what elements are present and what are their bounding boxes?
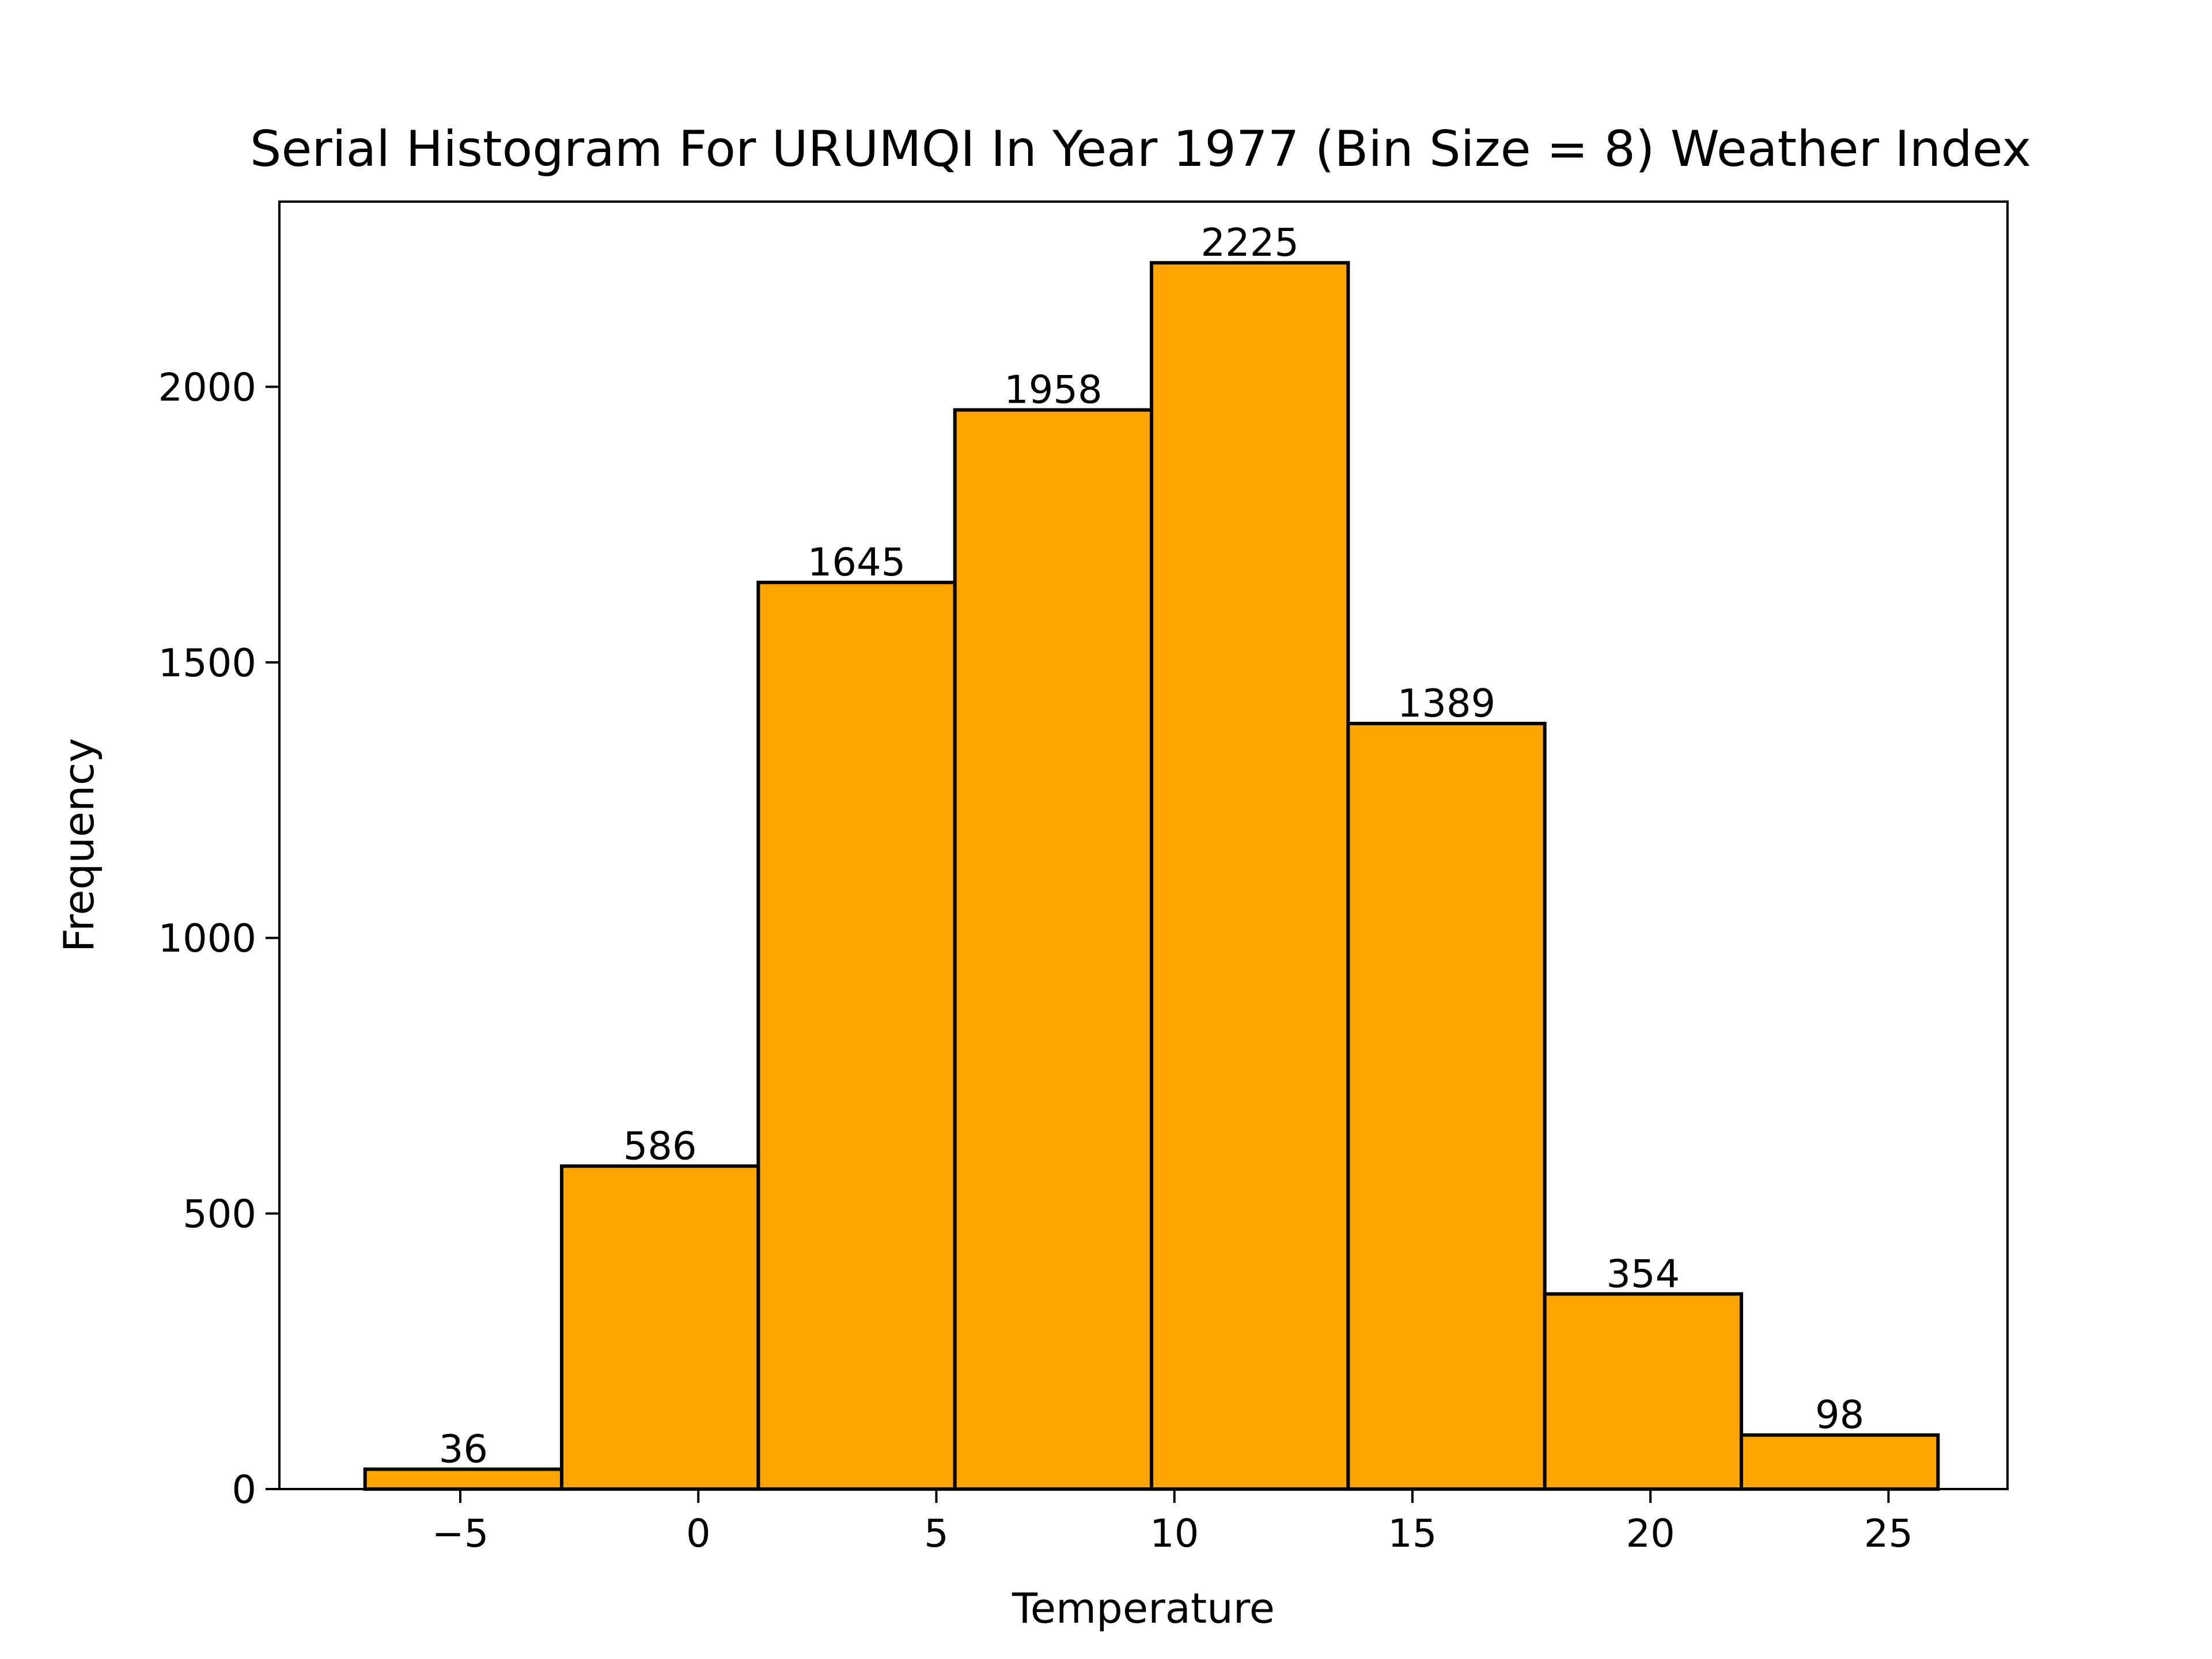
bar-value-label: 36 — [439, 1427, 488, 1472]
bars-group — [363, 261, 1940, 1491]
bar-value-label: 354 — [1606, 1251, 1680, 1296]
bar-value-label: 1389 — [1397, 681, 1496, 726]
chart-title: Serial Histogram For URUMQI In Year 1977… — [250, 120, 2031, 178]
x-axis: −5 0 5 10 15 20 25 — [432, 1489, 1913, 1556]
plot-frame — [278, 200, 2009, 1490]
x-tick-label: 5 — [924, 1511, 949, 1556]
y-tick-label: 2000 — [158, 365, 256, 410]
y-tick-label: 1500 — [158, 641, 256, 685]
histogram-bar — [1150, 261, 1350, 1491]
y-tick-label: 0 — [232, 1467, 256, 1512]
y-axis-label: Frequency — [55, 738, 103, 952]
x-tick-label: 20 — [1626, 1511, 1675, 1556]
y-axis: 0 500 1000 1500 2000 — [158, 365, 279, 1512]
histogram-bar — [1740, 1433, 1940, 1491]
histogram-bar — [953, 408, 1154, 1491]
histogram-bar — [756, 581, 957, 1491]
x-tick-label: 25 — [1864, 1511, 1913, 1556]
histogram-bar — [363, 1467, 564, 1491]
bar-value-label: 1645 — [808, 540, 906, 585]
histogram-bar — [1346, 722, 1547, 1491]
x-tick-label: 15 — [1388, 1511, 1437, 1556]
bar-value-label: 586 — [623, 1123, 697, 1168]
bar-value-label: 1958 — [1004, 368, 1103, 412]
x-axis-label: Temperature — [1012, 1584, 1275, 1633]
x-tick-label: 10 — [1150, 1511, 1199, 1556]
bar-labels-group: 36 586 1645 1958 2225 1389 354 98 — [439, 220, 1865, 1471]
histogram-bar — [560, 1164, 760, 1491]
y-tick-label: 1000 — [158, 916, 256, 961]
x-tick-label: 0 — [686, 1511, 711, 1556]
histogram-bar — [1543, 1292, 1744, 1491]
x-tick-label: −5 — [432, 1511, 489, 1556]
bar-value-label: 98 — [1815, 1392, 1864, 1437]
y-tick-label: 500 — [183, 1192, 256, 1237]
bar-value-label: 2225 — [1200, 220, 1299, 265]
